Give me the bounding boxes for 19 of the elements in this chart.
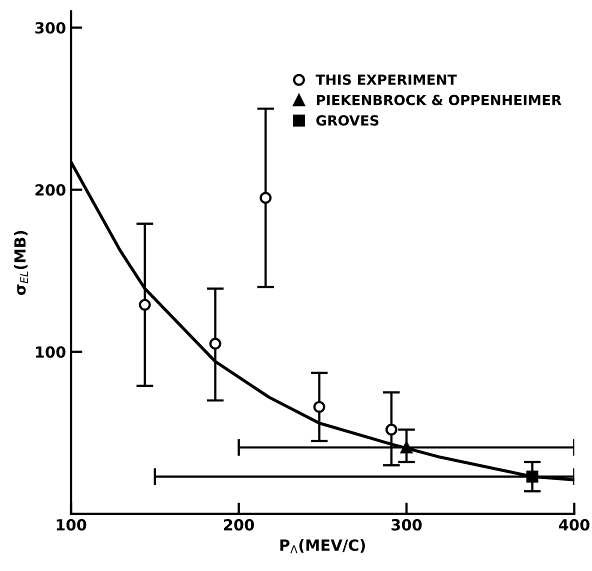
point	[209, 338, 222, 350]
x-tick-label: 200	[224, 519, 254, 531]
point	[400, 441, 412, 454]
point	[138, 298, 151, 311]
point	[526, 470, 538, 483]
x-axis-title: P$_{Λ}$(MEV/C)	[280, 539, 365, 554]
y-axis-title: σ$_{EL}$(MB)	[14, 230, 28, 296]
x-tick-label: 400	[558, 519, 590, 531]
point	[385, 424, 398, 436]
y-tick-label: 300	[35, 22, 66, 34]
legend-label: THIS EXPERIMENT	[316, 74, 457, 85]
x-tick-label: 300	[392, 519, 422, 531]
y-tick-label: 200	[35, 184, 66, 196]
point	[313, 400, 326, 413]
y-tick-label: 100	[36, 346, 66, 358]
x-tick-label: 100	[56, 519, 86, 531]
legend-label: PIEKENBROCK & OPPENHEIMER	[316, 94, 562, 106]
point	[260, 192, 272, 204]
legend-label: GROVES	[316, 115, 378, 126]
